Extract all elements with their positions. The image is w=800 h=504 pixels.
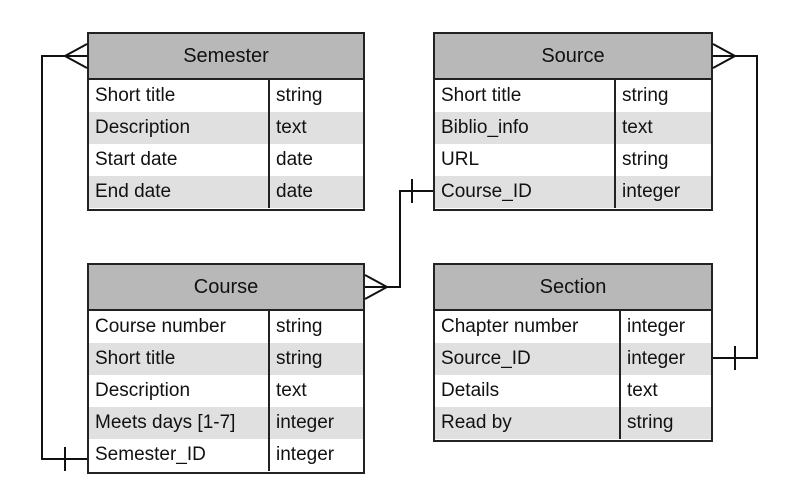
field-type: integer	[627, 348, 686, 369]
field-type: string	[276, 85, 323, 106]
field-name: Short title	[95, 85, 176, 106]
table-row: Semester_ID integer	[89, 439, 363, 471]
column-divider	[614, 80, 616, 208]
table-row: Biblio_info text	[435, 112, 711, 144]
field-name: Chapter number	[441, 316, 579, 337]
connector-line	[713, 55, 758, 359]
crowfoot-many-icon	[364, 274, 390, 300]
field-type: string	[627, 412, 674, 433]
crowfoot-many-icon	[62, 43, 88, 69]
connector-line	[365, 190, 433, 288]
field-type: string	[276, 348, 323, 369]
field-name: Details	[441, 380, 500, 401]
table-row: Source_ID integer	[435, 343, 711, 375]
entity-semester: Semester Short title string Description te…	[87, 32, 365, 211]
field-name: End date	[95, 181, 172, 202]
field-type: text	[622, 117, 653, 138]
relationship-semester-course	[41, 43, 88, 471]
table-row: Description text	[89, 112, 363, 144]
entity-title: Semester	[89, 34, 363, 80]
table-row: Details text	[435, 375, 711, 407]
field-name: Meets days [1-7]	[95, 412, 236, 433]
field-type: integer	[627, 316, 686, 337]
field-type: date	[276, 149, 313, 170]
column-divider	[268, 311, 270, 471]
entity-source: Source Short title string Biblio_info text…	[433, 32, 713, 211]
relationship-source-section	[712, 43, 758, 370]
field-type: text	[627, 380, 658, 401]
field-name: Course_ID	[441, 181, 532, 202]
table-row: Short title string	[435, 80, 711, 112]
table-row: Meets days [1-7] integer	[89, 407, 363, 439]
field-type: text	[276, 117, 307, 138]
field-name: Description	[95, 117, 191, 138]
crowfoot-many-icon	[712, 43, 738, 69]
table-row: URL string	[435, 144, 711, 176]
table-row: Short title string	[89, 80, 363, 112]
field-name: Biblio_info	[441, 117, 529, 138]
field-type: text	[276, 380, 307, 401]
field-name: Semester_ID	[95, 444, 206, 465]
entity-title: Section	[435, 265, 711, 311]
field-type: string	[276, 316, 323, 337]
field-type: integer	[276, 412, 335, 433]
field-type: integer	[622, 181, 681, 202]
field-type: string	[622, 149, 669, 170]
table-row: Course number string	[89, 311, 363, 343]
table-row: Chapter number integer	[435, 311, 711, 343]
column-divider	[268, 80, 270, 208]
field-name: URL	[441, 149, 480, 170]
table-row: End date date	[89, 176, 363, 208]
field-name: Short title	[441, 85, 522, 106]
table-row: Description text	[89, 375, 363, 407]
field-name: Read by	[441, 412, 512, 433]
table-row: Start date date	[89, 144, 363, 176]
field-name: Short title	[95, 348, 176, 369]
entity-title: Course	[89, 265, 363, 311]
entity-course: Course Course number string Short title st…	[87, 263, 365, 474]
field-name: Course number	[95, 316, 226, 337]
column-divider	[619, 311, 621, 439]
table-row: Course_ID integer	[435, 176, 711, 208]
field-type: date	[276, 181, 313, 202]
field-name: Description	[95, 380, 191, 401]
table-row: Short title string	[89, 343, 363, 375]
entity-section: Section Chapter number integer Source_ID i…	[433, 263, 713, 442]
connector-line	[41, 55, 87, 460]
field-type: string	[622, 85, 669, 106]
entity-title: Source	[435, 34, 711, 80]
field-name: Start date	[95, 149, 178, 170]
table-row: Read by string	[435, 407, 711, 439]
field-type: integer	[276, 444, 335, 465]
field-name: Source_ID	[441, 348, 531, 369]
relationship-course-source	[364, 179, 433, 300]
